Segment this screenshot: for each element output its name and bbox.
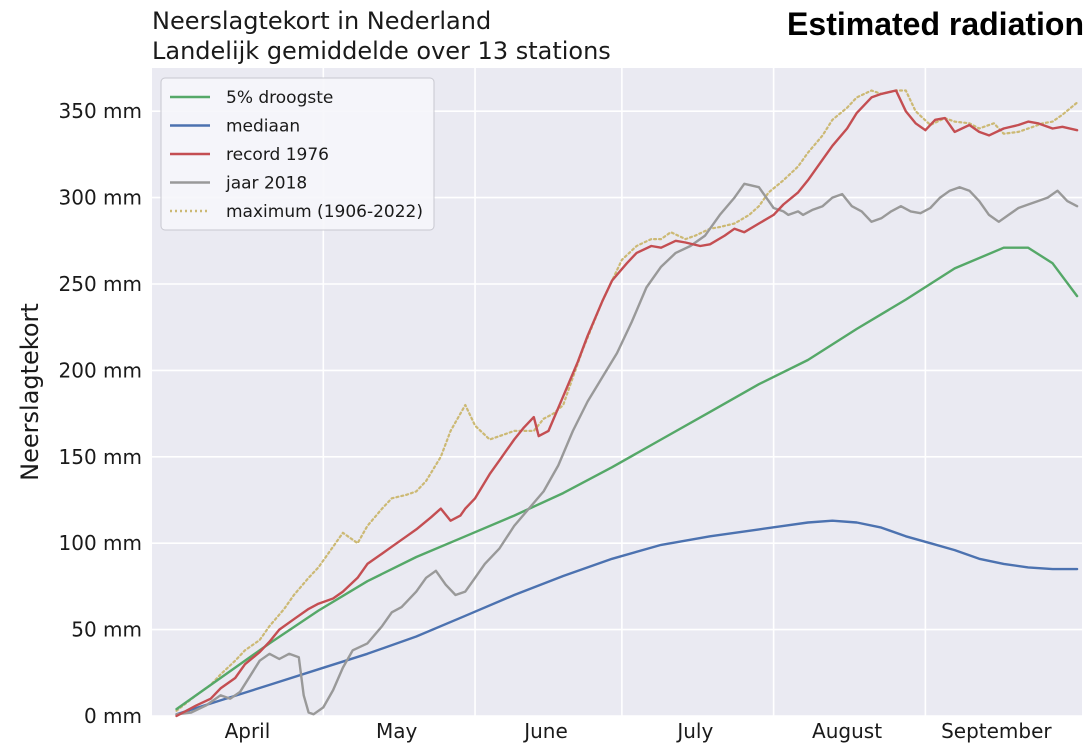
y-tick-label: 300 mm [59, 186, 143, 210]
series-line [175, 519, 1079, 716]
y-tick-label: 250 mm [59, 272, 143, 296]
y-tick-label: 50 mm [71, 618, 142, 642]
chart-title: Neerslagtekort in Nederland [152, 7, 492, 35]
legend-label: mediaan [226, 117, 300, 137]
x-tick-label: June [522, 719, 568, 743]
grid-lines [152, 68, 1082, 717]
y-axis-label: Neerslagtekort [16, 303, 44, 481]
legend-label: maximum (1906-2022) [226, 202, 423, 222]
series-line [175, 182, 1079, 716]
chart-subtitle: Landelijk gemiddelde over 13 stations [152, 37, 611, 65]
x-tick-label: July [675, 719, 713, 743]
y-tick-labels: 0 mm 50 mm 100 mm 150 mm 200 mm 250 mm 300 mm 3… [59, 99, 143, 728]
x-tick-label: May [376, 719, 418, 743]
x-tick-label: September [941, 719, 1052, 743]
legend: 5% droogste mediaan record 1976 jaar 2018 ma… [160, 77, 435, 231]
y-tick-label: 350 mm [59, 99, 143, 123]
y-tick-label: 200 mm [59, 358, 143, 382]
x-month-labels: April May June July August September [225, 719, 1053, 743]
y-tick-label: 150 mm [59, 445, 143, 469]
legend-label: jaar 2018 [225, 174, 307, 194]
series-line [175, 89, 1079, 718]
x-tick-label: April [225, 719, 271, 743]
estimated-radiation-banner: Estimated radiation [787, 6, 1084, 42]
x-tick-label: August [812, 719, 882, 743]
series-line [175, 246, 1079, 711]
legend-label: 5% droogste [226, 88, 333, 108]
series-lines [175, 89, 1079, 718]
y-tick-label: 0 mm [84, 704, 142, 728]
legend-label: record 1976 [226, 145, 329, 165]
y-tick-label: 100 mm [59, 531, 143, 555]
